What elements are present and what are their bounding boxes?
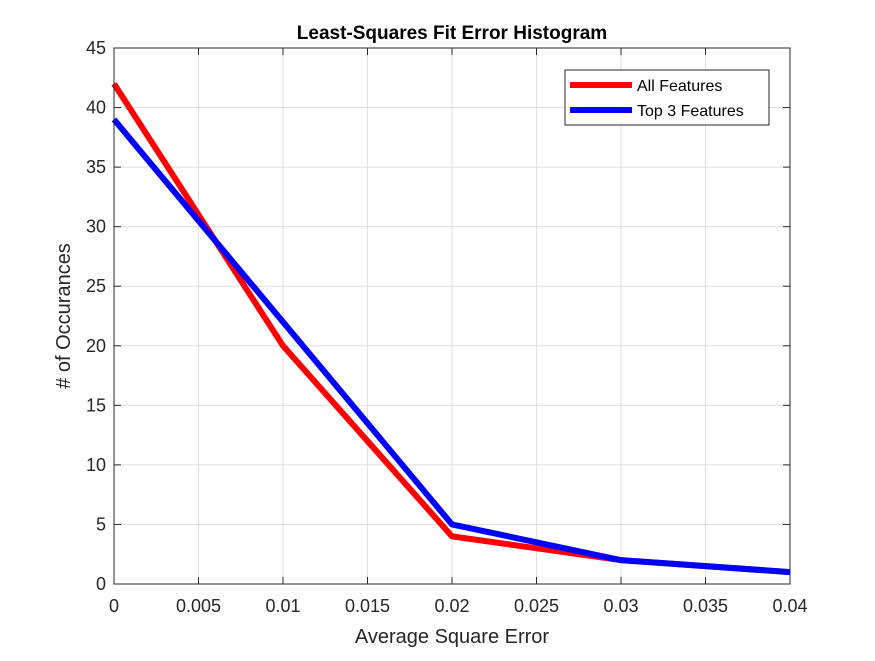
legend: All Features Top 3 Features — [564, 69, 770, 126]
y-tick-label: 10 — [86, 455, 106, 475]
series-layer — [111, 82, 791, 576]
y-tick-label: 5 — [96, 514, 106, 534]
y-tick-label: 40 — [86, 98, 106, 118]
x-tick-label: 0.035 — [683, 596, 728, 616]
x-tick-label: 0.03 — [603, 596, 638, 616]
y-tick-label: 30 — [86, 217, 106, 237]
x-tick-label: 0.02 — [434, 596, 469, 616]
ticks — [113, 47, 791, 585]
y-tick-label: 25 — [86, 276, 106, 296]
x-tick-label: 0.01 — [265, 596, 300, 616]
x-axis-label: Average Square Error — [355, 626, 550, 648]
chart-title: Least-Squares Fit Error Histogram — [297, 23, 607, 44]
x-tick-labels: 0 0.005 0.01 0.015 0.02 0.025 0.03 0.035 0.04 — [109, 596, 808, 616]
y-tick-label: 45 — [86, 38, 106, 58]
legend-label-all-features: All Features — [637, 78, 722, 95]
x-tick-label: 0.025 — [514, 596, 559, 616]
legend-box — [564, 69, 770, 126]
x-tick-label: 0 — [109, 596, 119, 616]
legend-label-top-3-features: Top 3 Features — [637, 103, 744, 120]
y-tick-label: 35 — [86, 157, 106, 177]
x-tick-label: 0.04 — [772, 596, 807, 616]
y-tick-label: 0 — [96, 574, 106, 594]
series-line-top-3-features — [111, 117, 791, 576]
y-axis-label: # of Occurances — [53, 243, 75, 389]
x-tick-label: 0.005 — [176, 596, 221, 616]
y-tick-labels: 0 5 10 15 20 25 30 35 40 45 — [86, 38, 106, 594]
y-tick-label: 15 — [86, 395, 106, 415]
y-tick-label: 20 — [86, 336, 106, 356]
x-tick-label: 0.015 — [345, 596, 390, 616]
